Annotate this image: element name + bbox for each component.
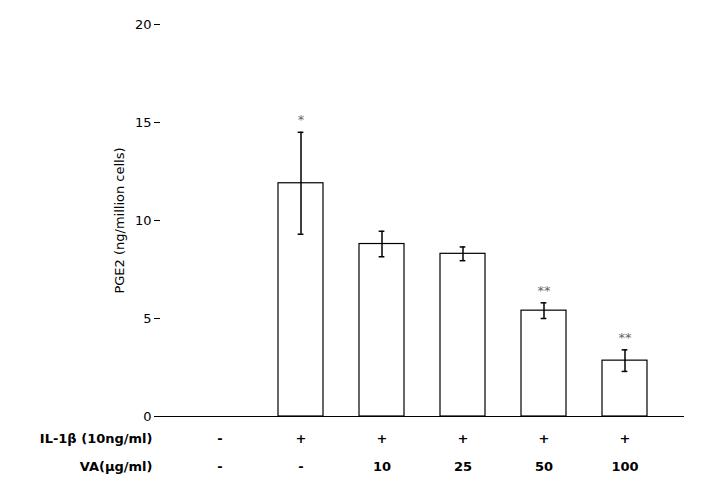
svg-text:**: ** [538,283,552,298]
svg-text:VA(μg/ml): VA(μg/ml) [80,459,153,474]
svg-text:+: + [620,431,631,446]
svg-text:-: - [217,459,222,474]
svg-text:+: + [377,431,388,446]
svg-text:5: 5 [143,311,151,326]
svg-text:*: * [298,112,305,127]
svg-text:-: - [298,459,303,474]
svg-text:0: 0 [143,409,151,424]
svg-text:+: + [458,431,469,446]
svg-text:+: + [296,431,307,446]
svg-text:+: + [539,431,550,446]
svg-text:10: 10 [373,459,391,474]
svg-text:20: 20 [135,17,152,32]
svg-text:25: 25 [454,459,472,474]
svg-text:PGE2 (ng/million cells): PGE2 (ng/million cells) [112,147,127,293]
svg-text:15: 15 [135,115,152,130]
svg-text:50: 50 [535,459,553,474]
svg-text:-: - [217,431,222,446]
svg-text:**: ** [619,330,633,345]
svg-text:10: 10 [135,213,152,228]
svg-text:100: 100 [611,459,638,474]
svg-text:IL-1β (10ng/ml): IL-1β (10ng/ml) [40,431,153,446]
